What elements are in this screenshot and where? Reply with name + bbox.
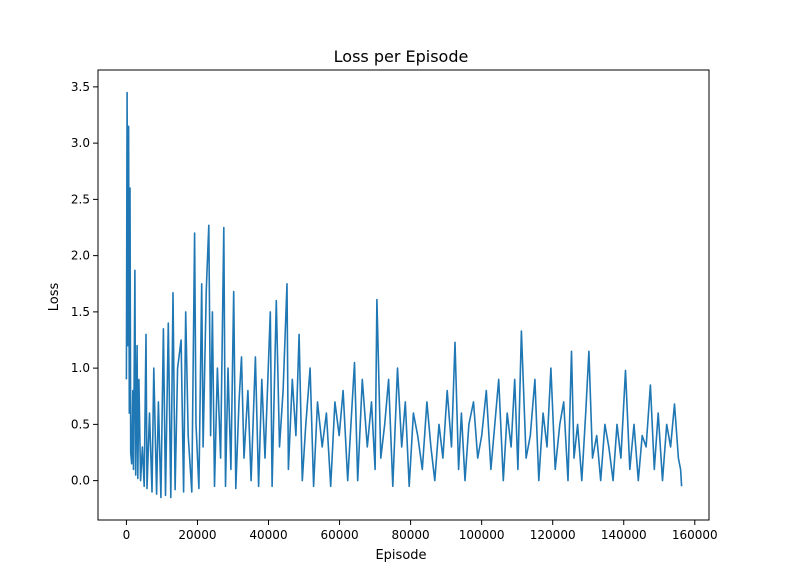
series-layer — [125, 91, 683, 499]
x-tick-label: 100000 — [459, 528, 505, 542]
x-tick-label: 80000 — [392, 528, 430, 542]
chart-title: Loss per Episode — [334, 47, 469, 66]
y-tick-label: 3.0 — [71, 136, 90, 150]
x-tick-label: 140000 — [601, 528, 647, 542]
y-tick-label: 1.5 — [71, 305, 90, 319]
y-tick-label: 0.0 — [71, 474, 90, 488]
x-tick-label: 120000 — [530, 528, 576, 542]
plot-frame — [97, 69, 710, 521]
loss-series-line — [125, 91, 683, 499]
y-axis-label: Loss — [47, 283, 62, 312]
y-tick-label: 2.5 — [71, 192, 90, 206]
y-axis-ticks: 0.0 0.5 1.0 1.5 2.0 2.5 3.0 3.5 — [71, 80, 98, 488]
y-tick-label: 0.5 — [71, 417, 90, 431]
x-axis-label: Episode — [375, 548, 426, 563]
x-tick-label: 60000 — [320, 528, 358, 542]
x-axis-ticks: 0 20000 40000 60000 80000 100000 120000 140000 1… — [123, 520, 718, 542]
x-tick-label: 40000 — [249, 528, 287, 542]
x-tick-label: 20000 — [178, 528, 216, 542]
y-tick-label: 1.0 — [71, 361, 90, 375]
x-tick-label: 0 — [123, 528, 131, 542]
y-tick-label: 3.5 — [71, 80, 90, 94]
x-tick-label: 160000 — [672, 528, 718, 542]
y-tick-label: 2.0 — [71, 249, 90, 263]
